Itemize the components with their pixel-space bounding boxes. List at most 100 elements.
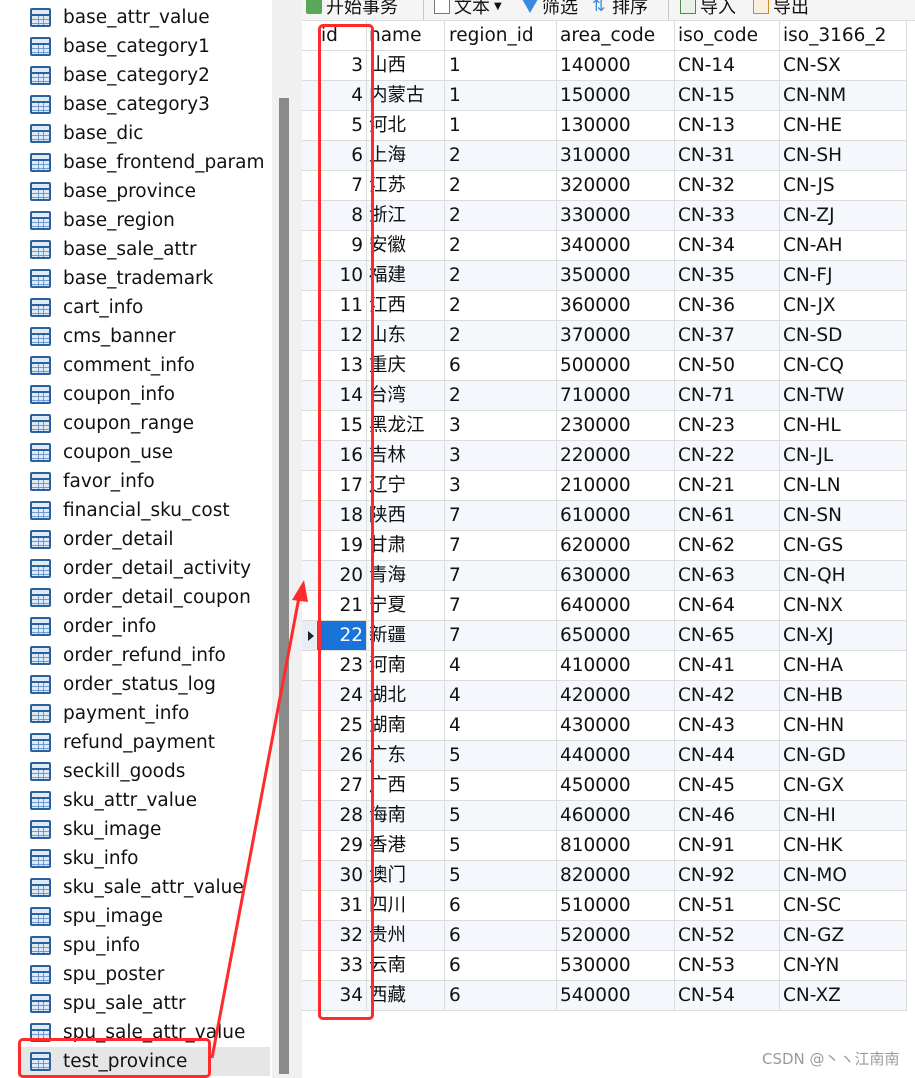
cell-iso-code[interactable]: CN-22	[675, 441, 780, 470]
cell-region-id[interactable]: 4	[445, 681, 557, 710]
cell-region-id[interactable]: 6	[445, 921, 557, 950]
row-indicator[interactable]	[302, 621, 317, 650]
cell-id[interactable]: 3	[317, 51, 367, 80]
cell-iso-code[interactable]: CN-62	[675, 531, 780, 560]
sidebar-item-spu-image[interactable]: spu_image	[30, 902, 270, 931]
cell-iso-3166-2[interactable]: CN-XJ	[780, 621, 907, 650]
sidebar-item-base-category2[interactable]: base_category2	[30, 61, 270, 90]
import-button[interactable]: 导入	[680, 0, 736, 20]
row-indicator[interactable]	[302, 201, 317, 230]
cell-name[interactable]: 福建	[367, 261, 445, 290]
cell-area-code[interactable]: 450000	[557, 771, 675, 800]
row-indicator[interactable]	[302, 681, 317, 710]
cell-name[interactable]: 青海	[367, 561, 445, 590]
cell-name[interactable]: 河南	[367, 651, 445, 680]
cell-region-id[interactable]: 4	[445, 711, 557, 740]
cell-region-id[interactable]: 6	[445, 951, 557, 980]
cell-id[interactable]: 9	[317, 231, 367, 260]
cell-region-id[interactable]: 7	[445, 561, 557, 590]
row-indicator[interactable]	[302, 81, 317, 110]
row-indicator[interactable]	[302, 351, 317, 380]
row-indicator[interactable]	[302, 891, 317, 920]
table-row[interactable]: 29 香港 5 810000 CN-91 CN-HK	[302, 831, 907, 861]
table-row[interactable]: 31 四川 6 510000 CN-51 CN-SC	[302, 891, 907, 921]
table-row[interactable]: 23 河南 4 410000 CN-41 CN-HA	[302, 651, 907, 681]
cell-name[interactable]: 山西	[367, 51, 445, 80]
cell-name[interactable]: 宁夏	[367, 591, 445, 620]
cell-iso-3166-2[interactable]: CN-NX	[780, 591, 907, 620]
sidebar-item-base-trademark[interactable]: base_trademark	[30, 264, 270, 293]
row-indicator[interactable]	[302, 531, 317, 560]
sidebar-item-favor-info[interactable]: favor_info	[30, 467, 270, 496]
row-indicator[interactable]	[302, 141, 317, 170]
cell-area-code[interactable]: 330000	[557, 201, 675, 230]
sidebar-item-order-status-log[interactable]: order_status_log	[30, 670, 270, 699]
sidebar-item-order-refund-info[interactable]: order_refund_info	[30, 641, 270, 670]
cell-region-id[interactable]: 1	[445, 51, 557, 80]
sidebar-item-coupon-info[interactable]: coupon_info	[30, 380, 270, 409]
cell-id[interactable]: 19	[317, 531, 367, 560]
cell-id[interactable]: 32	[317, 921, 367, 950]
row-indicator[interactable]	[302, 801, 317, 830]
row-indicator[interactable]	[302, 771, 317, 800]
row-indicator[interactable]	[302, 591, 317, 620]
cell-id[interactable]: 20	[317, 561, 367, 590]
cell-area-code[interactable]: 540000	[557, 981, 675, 1010]
cell-iso-3166-2[interactable]: CN-SX	[780, 51, 907, 80]
cell-iso-3166-2[interactable]: CN-SC	[780, 891, 907, 920]
cell-name[interactable]: 甘肃	[367, 531, 445, 560]
cell-id[interactable]: 6	[317, 141, 367, 170]
cell-iso-code[interactable]: CN-92	[675, 861, 780, 890]
cell-iso-code[interactable]: CN-34	[675, 231, 780, 260]
cell-region-id[interactable]: 6	[445, 891, 557, 920]
table-row[interactable]: 20 青海 7 630000 CN-63 CN-QH	[302, 561, 907, 591]
cell-area-code[interactable]: 500000	[557, 351, 675, 380]
cell-id[interactable]: 14	[317, 381, 367, 410]
cell-iso-3166-2[interactable]: CN-NM	[780, 81, 907, 110]
cell-region-id[interactable]: 7	[445, 501, 557, 530]
cell-id[interactable]: 23	[317, 651, 367, 680]
table-row[interactable]: 14 台湾 2 710000 CN-71 CN-TW	[302, 381, 907, 411]
table-row[interactable]: 27 广西 5 450000 CN-45 CN-GX	[302, 771, 907, 801]
cell-iso-code[interactable]: CN-52	[675, 921, 780, 950]
cell-id[interactable]: 17	[317, 471, 367, 500]
text-menu-button[interactable]: 文本 ▼	[434, 0, 502, 20]
table-row[interactable]: 25 湖南 4 430000 CN-43 CN-HN	[302, 711, 907, 741]
cell-name[interactable]: 河北	[367, 111, 445, 140]
cell-iso-code[interactable]: CN-63	[675, 561, 780, 590]
cell-id[interactable]: 15	[317, 411, 367, 440]
row-indicator[interactable]	[302, 831, 317, 860]
table-row[interactable]: 30 澳门 5 820000 CN-92 CN-MO	[302, 861, 907, 891]
cell-area-code[interactable]: 520000	[557, 921, 675, 950]
row-indicator[interactable]	[302, 951, 317, 980]
cell-iso-code[interactable]: CN-13	[675, 111, 780, 140]
cell-iso-3166-2[interactable]: CN-JS	[780, 171, 907, 200]
cell-iso-code[interactable]: CN-14	[675, 51, 780, 80]
cell-area-code[interactable]: 320000	[557, 171, 675, 200]
cell-iso-3166-2[interactable]: CN-YN	[780, 951, 907, 980]
cell-id[interactable]: 21	[317, 591, 367, 620]
cell-area-code[interactable]: 230000	[557, 411, 675, 440]
cell-area-code[interactable]: 620000	[557, 531, 675, 560]
sidebar-scrollbar-thumb[interactable]	[279, 98, 289, 1074]
cell-region-id[interactable]: 2	[445, 171, 557, 200]
sidebar-item-base-province[interactable]: base_province	[30, 177, 270, 206]
cell-id[interactable]: 5	[317, 111, 367, 140]
cell-iso-code[interactable]: CN-32	[675, 171, 780, 200]
cell-region-id[interactable]: 2	[445, 141, 557, 170]
cell-area-code[interactable]: 360000	[557, 291, 675, 320]
cell-name[interactable]: 贵州	[367, 921, 445, 950]
table-row[interactable]: 22 新疆 7 650000 CN-65 CN-XJ	[302, 621, 907, 651]
row-indicator[interactable]	[302, 861, 317, 890]
cell-region-id[interactable]: 5	[445, 831, 557, 860]
column-header-iso-3166-2[interactable]: iso_3166_2	[780, 21, 907, 50]
cell-iso-3166-2[interactable]: CN-HL	[780, 411, 907, 440]
table-row[interactable]: 10 福建 2 350000 CN-35 CN-FJ	[302, 261, 907, 291]
sidebar-item-spu-sale-attr-value[interactable]: spu_sale_attr_value	[30, 1018, 270, 1047]
cell-iso-code[interactable]: CN-91	[675, 831, 780, 860]
cell-region-id[interactable]: 5	[445, 801, 557, 830]
cell-iso-code[interactable]: CN-46	[675, 801, 780, 830]
row-indicator[interactable]	[302, 441, 317, 470]
cell-name[interactable]: 江西	[367, 291, 445, 320]
cell-area-code[interactable]: 140000	[557, 51, 675, 80]
